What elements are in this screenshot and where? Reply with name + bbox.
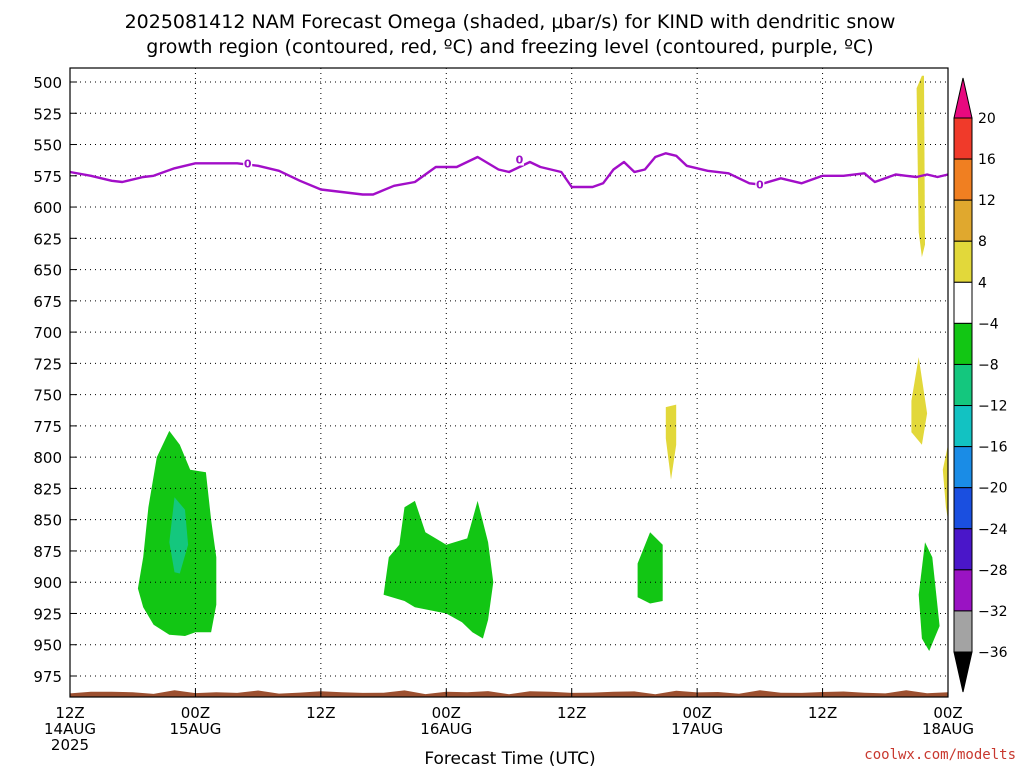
y-tick-label-675: 675 [33,293,62,311]
colorbar-label-12: −32 [978,604,1008,620]
y-tick-label-900: 900 [33,574,62,592]
colorbar-swatch-9 [953,487,973,530]
y-tick-label-975: 975 [33,668,62,686]
x-tick-label-48-0: 12Z [557,704,586,722]
colorbar-swatch-4 [953,281,973,324]
colorbar-swatch-10 [953,528,973,571]
colorbar-label-13: −36 [978,645,1008,661]
x-tick-label-60-1: 17AUG [671,720,723,738]
y-tick-label-775: 775 [33,418,62,436]
y-tick-label-800: 800 [33,449,62,467]
x-tick-label-0-0: 12Z [55,704,84,722]
colorbar-label-9: −20 [978,481,1008,497]
plot-area: 5005255505756006256506757007257507758008… [33,67,1008,754]
colorbar-label-1: 16 [978,152,996,168]
colorbar-label-4: 4 [978,275,987,291]
chart-title-line-1: 2025081412 NAM Forecast Omega (shaded, μ… [125,11,896,33]
x-tick-label-72-0: 12Z [808,704,837,722]
y-tick-label-950: 950 [33,637,62,655]
x-tick-label-36-0: 00Z [432,704,461,722]
omega-region-8 [942,444,948,520]
colorbar-label-10: −24 [978,522,1008,538]
colorbar-swatch-5 [953,322,973,365]
colorbar-bottom-arrow [953,651,973,693]
freezing-level-line [69,152,949,196]
x-tick-label-12-1: 15AUG [169,720,221,738]
plot-frame [69,67,949,698]
colorbar-label-0: 20 [978,111,996,127]
y-tick-label-625: 625 [33,230,62,248]
y-tick-label-850: 850 [33,512,62,530]
freezing-level-label-bg-0 [243,156,253,170]
y-tick-label-875: 875 [33,543,62,561]
colorbar-swatch-8 [953,446,973,489]
y-tick-label-575: 575 [33,168,62,186]
colorbar-label-5: −4 [978,316,999,332]
omega-region-4 [665,404,677,480]
y-tick-label-750: 750 [33,387,62,405]
x-tick-label-84-0: 00Z [933,704,962,722]
colorbar-label-7: −12 [978,399,1008,415]
colorbar-swatch-12 [953,610,973,653]
x-tick-label-12-0: 00Z [181,704,210,722]
omega-region-3 [637,532,663,604]
freezing-level-label-2: 0 [756,179,764,192]
credit-text: coolwx.com/modelts [864,747,1016,763]
colorbar-swatch-3 [953,240,973,283]
colorbar-label-6: −8 [978,357,999,373]
terrain-band [70,690,948,697]
freezing-level-label-bg-1 [514,152,524,166]
omega-region-6 [916,75,925,258]
x-tick-label-0-2: 2025 [51,736,89,754]
colorbar-swatch-6 [953,363,973,407]
omega-region-1 [169,497,189,574]
freezing-level-label-0: 0 [244,157,252,170]
y-tick-label-925: 925 [33,605,62,623]
x-axis-label: Forecast Time (UTC) [424,749,595,768]
colorbar-swatch-2 [953,199,973,242]
x-tick-label-84-1: 18AUG [922,720,974,738]
colorbar-label-2: 12 [978,193,996,209]
y-tick-label-550: 550 [33,137,62,155]
y-tick-label-600: 600 [33,199,62,217]
colorbar-swatch-1 [953,158,973,201]
omega-region-5 [918,542,940,651]
x-tick-label-36-1: 16AUG [420,720,472,738]
colorbar-swatch-7 [953,405,973,448]
chart-title-line-2: growth region (contoured, red, ºC) and f… [146,36,873,58]
y-tick-label-825: 825 [33,480,62,498]
colorbar-label-8: −16 [978,440,1008,456]
y-tick-label-500: 500 [33,74,62,92]
x-tick-label-0-1: 14AUG [44,720,96,738]
y-tick-label-700: 700 [33,324,62,342]
freezing-level-label-bg-2 [755,177,765,191]
freezing-level-label-1: 0 [516,154,524,167]
colorbar-swatch-11 [953,569,973,612]
colorbar-label-3: 8 [978,234,987,250]
omega-region-7 [911,357,928,445]
colorbar-label-11: −28 [978,563,1008,579]
x-tick-label-24-0: 12Z [306,704,335,722]
omega-region-2 [383,500,494,639]
colorbar-swatch-0 [953,117,973,160]
y-tick-label-650: 650 [33,262,62,280]
y-tick-label-525: 525 [33,105,62,123]
x-tick-label-60-0: 00Z [682,704,711,722]
y-tick-label-725: 725 [33,355,62,373]
